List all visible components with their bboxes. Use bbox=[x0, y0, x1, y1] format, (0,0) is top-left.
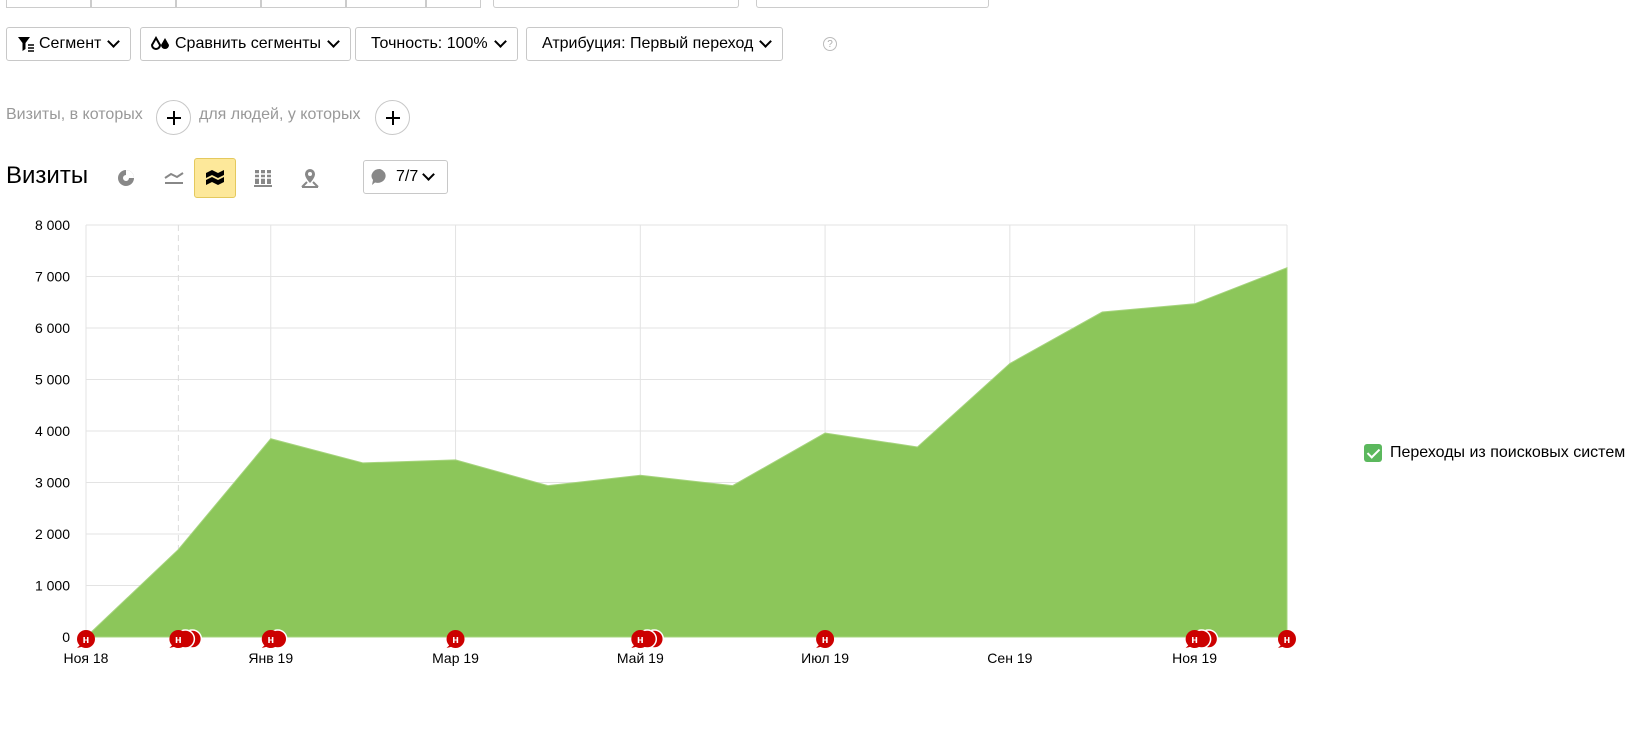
x-axis: Ноя 18 Янв 19 Мар 19 Май 19 Июл 19 Сен 19 Ноя … bbox=[64, 650, 1218, 666]
chevron-down-icon bbox=[327, 35, 340, 48]
marker-bubble bbox=[816, 630, 835, 648]
marker-bubble bbox=[446, 630, 465, 648]
x-tick-label: Сен 19 bbox=[987, 650, 1032, 666]
drops-icon bbox=[151, 36, 171, 52]
marker-letter: н bbox=[83, 634, 90, 646]
marker-bubble bbox=[1185, 630, 1204, 648]
chart-legend[interactable]: Переходы из поисковых систем bbox=[1364, 444, 1625, 462]
period-tab[interactable] bbox=[346, 0, 426, 8]
attribution-button[interactable]: Атрибуция: Первый переход bbox=[526, 27, 784, 61]
line-chart-icon bbox=[164, 172, 184, 184]
annotation-marker[interactable]: н bbox=[261, 629, 288, 649]
x-tick-label: Май 19 bbox=[617, 650, 664, 666]
annotation-marker[interactable]: н bbox=[1278, 630, 1296, 648]
segment-button[interactable]: Сегмент bbox=[6, 27, 132, 61]
chevron-down-icon bbox=[422, 168, 436, 181]
area-chart-icon bbox=[206, 170, 224, 185]
marker-bubble bbox=[1278, 630, 1296, 648]
annotation-marker[interactable]: н bbox=[446, 630, 465, 648]
legend-checkbox[interactable] bbox=[1364, 444, 1382, 462]
pie-chart-icon bbox=[118, 170, 134, 186]
area-series bbox=[84, 267, 1288, 638]
y-tick-label: 4 000 bbox=[35, 423, 70, 439]
marker-letter: н bbox=[175, 634, 182, 646]
filter-icon bbox=[17, 36, 35, 52]
marker-letter: н bbox=[822, 634, 829, 646]
annotation-marker[interactable]: н bbox=[169, 629, 203, 649]
area-chart-view-button[interactable] bbox=[194, 158, 236, 198]
marker-letter: н bbox=[1191, 634, 1198, 646]
y-tick-label: 0 bbox=[62, 629, 70, 645]
date-range-field[interactable] bbox=[493, 0, 739, 8]
marker-bubble bbox=[261, 630, 280, 648]
bar-chart-view-button[interactable] bbox=[242, 158, 284, 198]
y-tick-label: 5 000 bbox=[35, 372, 70, 388]
period-tab[interactable] bbox=[6, 0, 91, 8]
y-tick-label: 1 000 bbox=[35, 578, 70, 594]
accuracy-button[interactable]: Точность: 100% bbox=[355, 27, 518, 61]
marker-bubble bbox=[169, 630, 188, 648]
annotations-button[interactable]: 7/7 bbox=[363, 160, 448, 194]
map-view-button[interactable] bbox=[289, 158, 331, 198]
marker-letter: н bbox=[452, 634, 459, 646]
comment-icon bbox=[371, 168, 386, 185]
annotation-marker[interactable]: н bbox=[631, 629, 665, 649]
x-tick-label: Ноя 19 bbox=[1172, 650, 1217, 666]
period-tab[interactable] bbox=[261, 0, 346, 8]
map-pin-icon bbox=[301, 169, 319, 188]
marker-letter: н bbox=[637, 634, 644, 646]
line-chart-view-button[interactable] bbox=[153, 158, 195, 198]
accuracy-label: Точность: 100% bbox=[371, 35, 488, 52]
x-tick-label: Янв 19 bbox=[248, 650, 293, 666]
compare-segments-button[interactable]: Сравнить сегменты bbox=[140, 27, 352, 61]
marker-letter: н bbox=[1284, 634, 1291, 646]
y-tick-label: 7 000 bbox=[35, 269, 70, 285]
visits-filter-label: Визиты, в которых bbox=[6, 106, 143, 123]
y-tick-label: 8 000 bbox=[35, 217, 70, 233]
people-filter-label: для людей, у которых bbox=[199, 106, 361, 123]
help-icon[interactable]: ? bbox=[823, 37, 837, 51]
compare-segments-label: Сравнить сегменты bbox=[175, 35, 322, 52]
marker-letter: н bbox=[267, 634, 274, 646]
annotation-marker[interactable]: н bbox=[816, 630, 835, 648]
period-tab[interactable] bbox=[426, 0, 481, 8]
annotations-count: 7/7 bbox=[396, 168, 419, 185]
period-tab[interactable] bbox=[176, 0, 261, 8]
chevron-down-icon bbox=[759, 35, 773, 48]
x-tick-label: Мар 19 bbox=[432, 650, 479, 666]
marker-bubble bbox=[631, 630, 650, 648]
chevron-down-icon bbox=[107, 35, 121, 48]
bar-chart-icon bbox=[254, 170, 272, 187]
annotation-marker[interactable]: н bbox=[1185, 629, 1219, 649]
x-tick-label: Июл 19 bbox=[801, 650, 849, 666]
y-axis: 0 1 000 2 000 3 000 4 000 5 000 6 000 7 000 8 00… bbox=[35, 217, 70, 645]
annotation-marker[interactable]: н bbox=[77, 630, 95, 648]
attribution-label: Атрибуция: Первый переход bbox=[542, 35, 754, 52]
y-tick-label: 6 000 bbox=[35, 320, 70, 336]
chevron-down-icon bbox=[493, 35, 507, 48]
x-tick-label: Ноя 18 bbox=[64, 650, 109, 666]
segment-button-label: Сегмент bbox=[39, 35, 102, 52]
y-tick-label: 2 000 bbox=[35, 526, 70, 542]
add-visit-condition-button[interactable] bbox=[156, 100, 191, 135]
chart-title: Визиты bbox=[6, 162, 89, 189]
period-tab[interactable] bbox=[91, 0, 176, 8]
pie-chart-view-button[interactable] bbox=[105, 158, 147, 198]
marker-bubble bbox=[77, 630, 95, 648]
legend-label: Переходы из поисковых систем bbox=[1390, 444, 1626, 461]
grouping-field[interactable] bbox=[756, 0, 989, 8]
y-tick-label: 3 000 bbox=[35, 475, 70, 491]
visits-area-chart: 0 1 000 2 000 3 000 4 000 5 000 6 000 7 000 8 00… bbox=[35, 217, 1296, 666]
add-people-condition-button[interactable] bbox=[375, 100, 410, 135]
